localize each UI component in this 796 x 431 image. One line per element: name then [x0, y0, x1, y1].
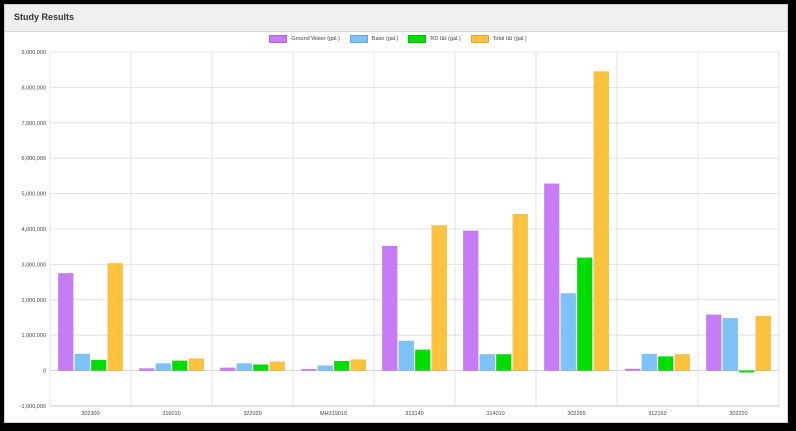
- legend-label-rd-ii: RD I&I (gal.): [430, 36, 461, 42]
- y-tick-label: -1,000,000: [20, 404, 46, 410]
- panel-header: Study Results: [5, 5, 787, 32]
- bar: [139, 368, 155, 371]
- bar: [560, 293, 576, 371]
- y-tick-label: 6,000,000: [22, 156, 46, 162]
- legend-swatch-rd-ii: [408, 35, 427, 43]
- bar: [236, 363, 252, 371]
- bar: [593, 71, 609, 371]
- bar: [739, 370, 755, 373]
- legend-item-rd-ii[interactable]: RD I&I (gal.): [408, 35, 461, 43]
- bar: [755, 315, 771, 371]
- bar: [301, 368, 317, 371]
- y-tick-label: 1,000,000: [22, 333, 46, 339]
- x-tick-label: 302220: [729, 411, 747, 417]
- legend-item-ground-water[interactable]: Ground Water (gal.): [269, 35, 340, 43]
- bar: [220, 367, 236, 371]
- bar: [253, 364, 269, 371]
- y-tick-label: 4,000,000: [22, 227, 46, 233]
- bar: [431, 225, 447, 371]
- bar: [58, 273, 74, 371]
- bar: [74, 353, 90, 371]
- y-tick-label: 8,000,000: [22, 85, 46, 91]
- bar: [512, 213, 528, 371]
- bar: [496, 354, 512, 371]
- bar: [415, 349, 431, 371]
- y-tick-label: 5,000,000: [22, 192, 46, 198]
- chart-legend: Ground Water (gal.) Base (gal.) RD I&I (…: [0, 35, 796, 43]
- bar: [382, 245, 398, 371]
- bar: [172, 360, 188, 371]
- legend-item-total-ii[interactable]: Total I&I (gal.): [470, 35, 527, 43]
- y-tick-label: 0: [43, 369, 46, 375]
- bar: [155, 363, 171, 371]
- x-tick-label: 312160: [648, 411, 666, 417]
- bar: [722, 317, 738, 371]
- legend-swatch-total-ii: [470, 35, 489, 43]
- x-tick-label: 316010: [162, 411, 180, 417]
- x-tick-label: 313140: [405, 411, 423, 417]
- bar: [625, 368, 641, 371]
- legend-swatch-ground-water: [269, 35, 288, 43]
- x-tick-label: 302265: [567, 411, 585, 417]
- y-tick-label: 3,000,000: [22, 262, 46, 268]
- legend-swatch-base: [349, 35, 368, 43]
- bar: [658, 356, 674, 371]
- bar: [641, 353, 657, 371]
- legend-item-base[interactable]: Base (gal.): [349, 35, 399, 43]
- bar: [350, 359, 366, 371]
- y-tick-label: 2,000,000: [22, 298, 46, 304]
- bar: [674, 354, 690, 371]
- bar: [188, 358, 204, 371]
- y-tick-label: 9,000,000: [22, 50, 46, 56]
- legend-label-ground-water: Ground Water (gal.): [291, 36, 340, 42]
- x-tick-label: 322020: [243, 411, 261, 417]
- x-tick-label: 314010: [486, 411, 504, 417]
- legend-label-base: Base (gal.): [371, 36, 399, 42]
- bar: [706, 314, 722, 371]
- x-tick-label: MH319010: [320, 411, 347, 417]
- bar: [91, 359, 107, 371]
- x-tick-label: 302300: [81, 411, 99, 417]
- bar: [463, 230, 479, 371]
- bar: [479, 354, 495, 371]
- legend-label-total-ii: Total I&I (gal.): [492, 36, 527, 42]
- bar: [577, 257, 593, 371]
- bar: [398, 340, 414, 371]
- bar: [269, 361, 285, 371]
- bar: [317, 365, 333, 371]
- bar: [107, 263, 123, 371]
- bar: [334, 360, 350, 371]
- panel-title: Study Results: [14, 12, 75, 22]
- bar: [544, 183, 560, 371]
- y-tick-label: 7,000,000: [22, 121, 46, 127]
